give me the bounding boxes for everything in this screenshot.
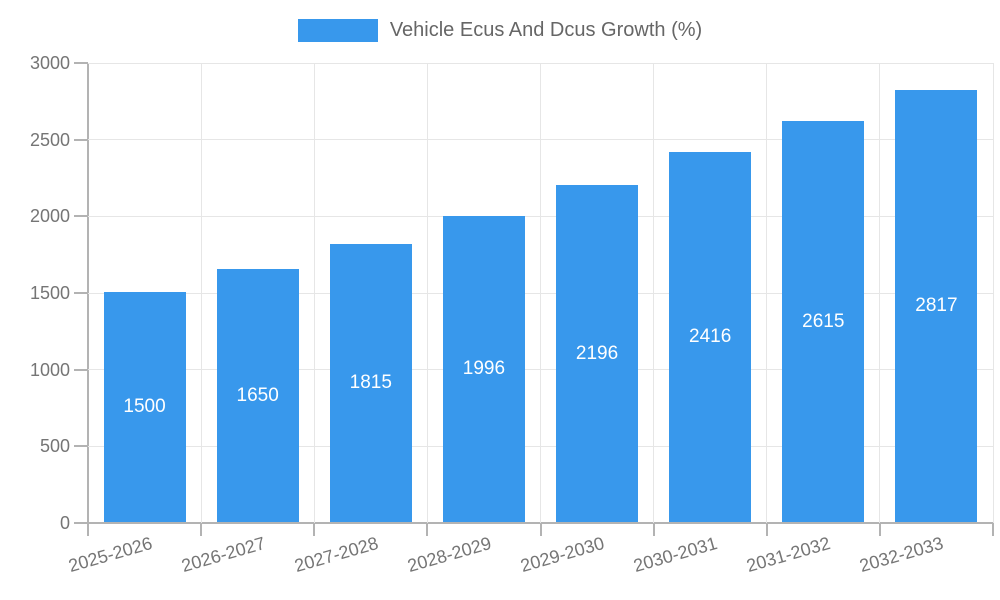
bar-2030-2031[interactable]: 2416 <box>669 151 752 522</box>
y-tick-label: 0 <box>59 513 70 533</box>
bar-value-label: 2615 <box>802 310 845 332</box>
x-gridline <box>879 63 881 523</box>
bar-2032-2033[interactable]: 2817 <box>895 90 978 522</box>
y-tick-label: 1500 <box>29 283 70 303</box>
bar-2027-2028[interactable]: 1815 <box>329 243 412 522</box>
x-axis-tick <box>765 523 768 536</box>
x-axis-tick <box>313 523 316 536</box>
bar-2029-2030[interactable]: 2196 <box>556 185 639 522</box>
x-gridline <box>426 63 428 523</box>
bar-2031-2032[interactable]: 2615 <box>782 121 865 522</box>
bar-value-label: 1500 <box>123 396 166 417</box>
x-axis-tick <box>992 523 994 536</box>
chart-legend: Vehicle Ecus And Dcus Growth (%) <box>0 19 1000 42</box>
bar-value-label: 2196 <box>575 342 619 364</box>
y-tick-label: 2000 <box>29 206 70 227</box>
y-tick-label: 3000 <box>29 53 70 73</box>
y-tick-label: 500 <box>39 436 70 457</box>
x-gridline <box>653 63 655 523</box>
y-axis-tick <box>74 215 88 218</box>
bar-2026-2027[interactable]: 1650 <box>216 269 299 522</box>
bar-value-label: 2416 <box>689 325 732 347</box>
legend-label: Vehicle Ecus And Dcus Growth (%) <box>389 19 703 41</box>
bar-value-label: 2817 <box>915 295 958 317</box>
x-axis-tick <box>878 523 881 536</box>
y-axis-tick <box>74 368 88 371</box>
bar-value-label: 1650 <box>236 384 279 406</box>
x-axis-tick <box>426 523 429 536</box>
x-gridline <box>766 63 768 523</box>
y-axis-tick <box>74 445 88 448</box>
y-tick-label: 2500 <box>29 129 70 150</box>
legend-swatch <box>297 19 378 42</box>
y-axis-tick <box>74 292 88 294</box>
x-gridline <box>540 63 541 523</box>
legend-item-growth[interactable]: Vehicle Ecus And Dcus Growth (%) <box>297 19 703 42</box>
bar-value-label: 1815 <box>349 371 392 393</box>
y-axis-tick <box>74 138 88 141</box>
y-axis-tick <box>74 522 88 524</box>
x-axis-tick <box>87 523 89 536</box>
x-axis-tick <box>539 523 542 536</box>
x-gridline <box>200 63 202 523</box>
x-axis-tick <box>200 523 203 536</box>
x-gridline <box>313 63 315 523</box>
bar-value-label: 1996 <box>462 357 506 379</box>
plot-area: 0 500 1000 1500 2000 2500 3000 1500 1650 1815 1996… <box>30 54 994 576</box>
y-tick-label: 1000 <box>29 359 70 380</box>
x-axis-tick <box>652 523 655 536</box>
bar-2028-2029[interactable]: 1996 <box>442 215 525 522</box>
x-gridline <box>992 63 994 523</box>
bar-2025-2026[interactable]: 1500 <box>103 292 186 522</box>
y-axis-tick <box>74 62 88 64</box>
y-axis-line <box>87 63 89 536</box>
